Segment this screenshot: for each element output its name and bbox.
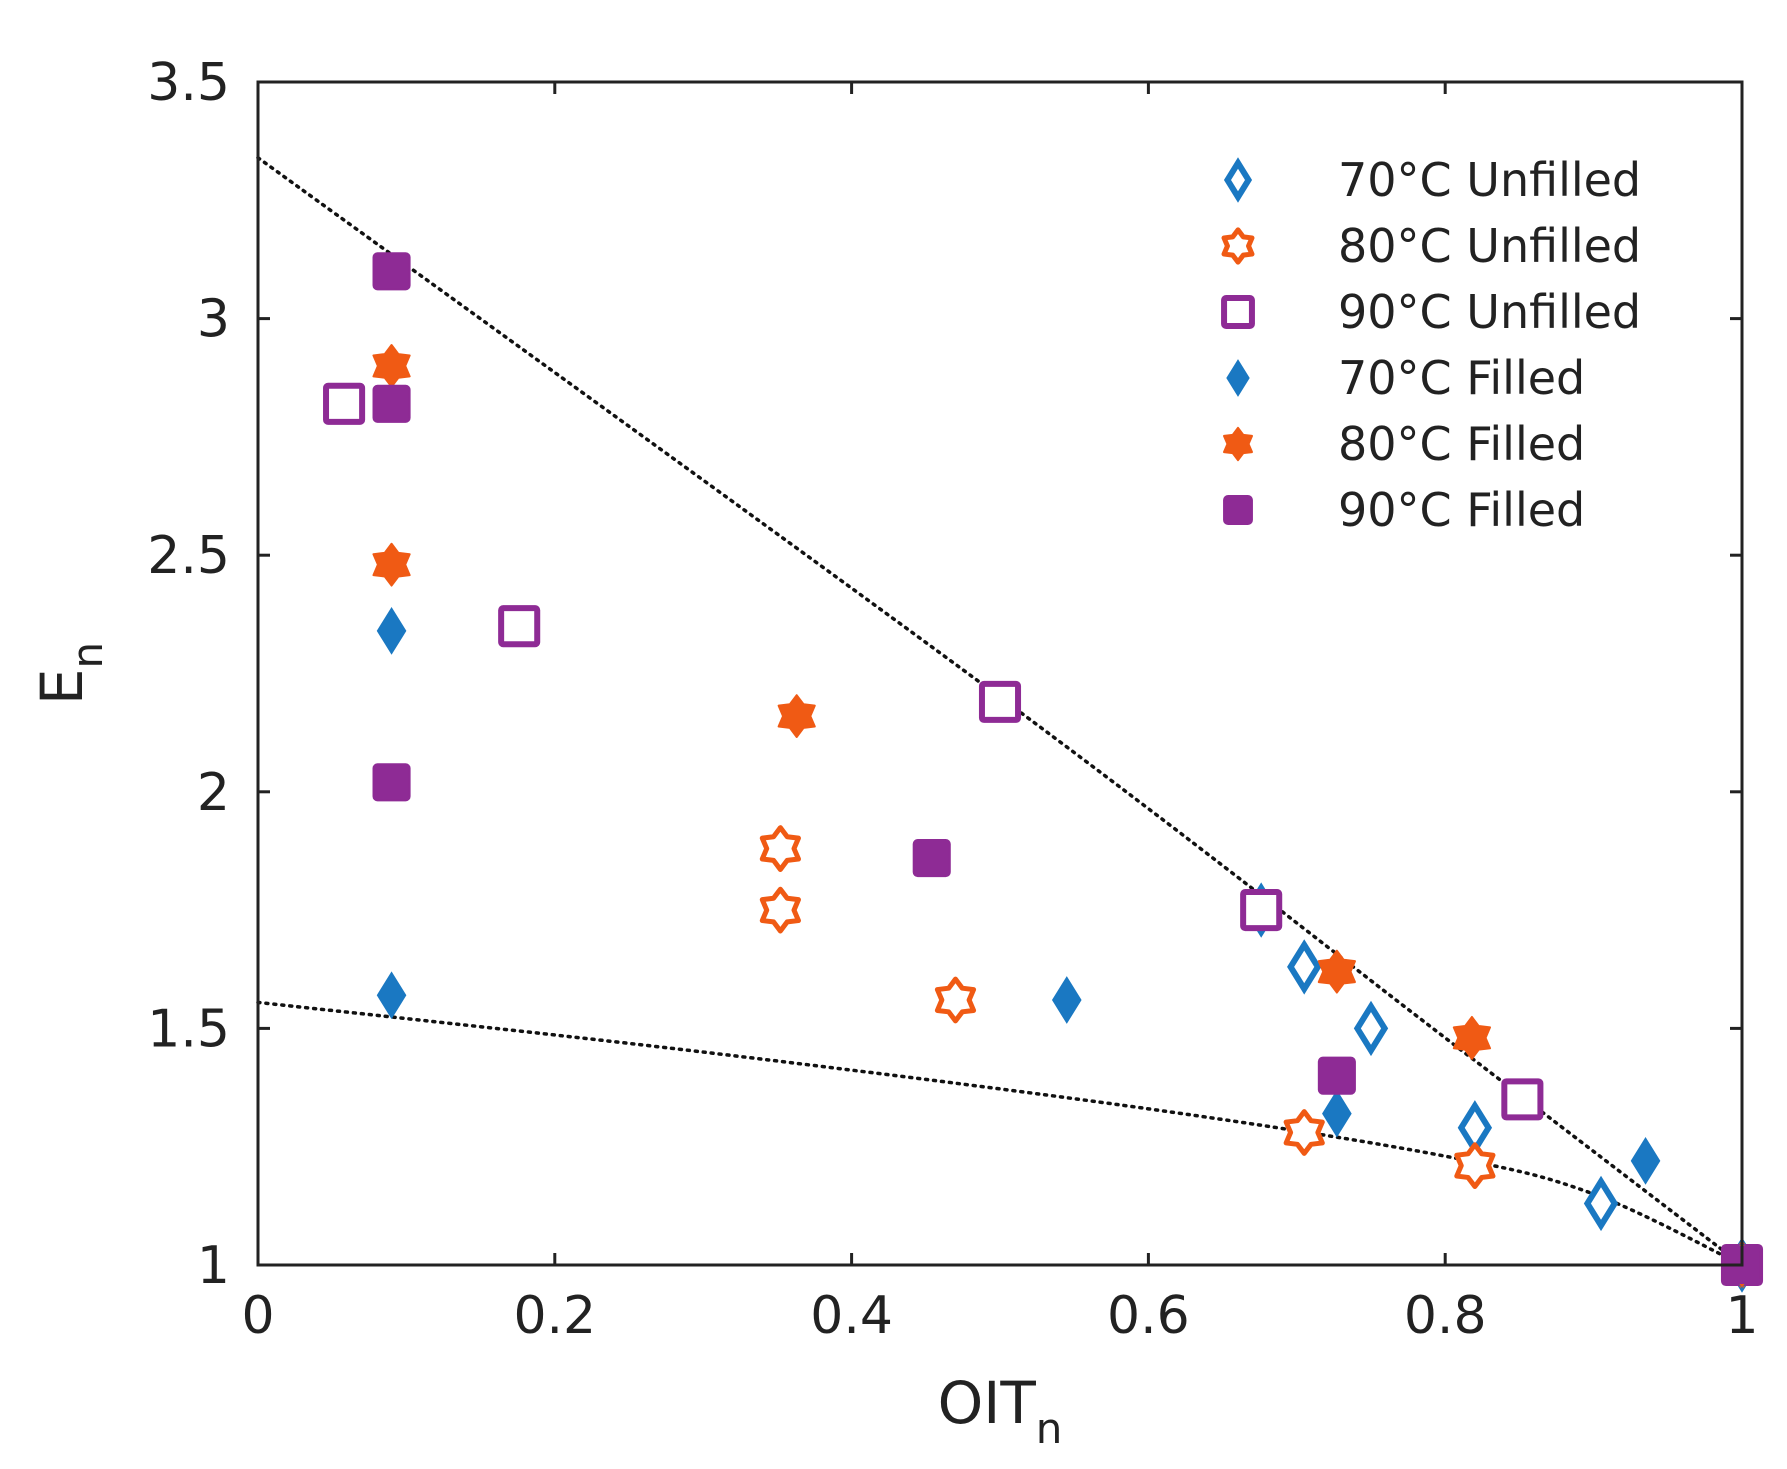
y-tick-label: 1.5 (147, 999, 230, 1059)
x-tick-label: 0.2 (513, 1286, 596, 1346)
trend-line-upper-bound (256, 155, 1744, 1267)
data-point-70c-filled (1051, 976, 1082, 1024)
legend-label-80c-unfilled: 80°C Unfilled (1338, 219, 1641, 273)
y-tick-label: 3 (197, 290, 230, 350)
data-point-80c-filled (777, 694, 816, 738)
legend-label-80c-filled: 80°C Filled (1338, 417, 1585, 471)
data-point-90c-filled (372, 763, 411, 802)
x-tick-label: 0.4 (810, 1286, 893, 1346)
y-axis-title: En (28, 642, 112, 705)
data-point-70c-filled (1322, 1089, 1352, 1138)
data-point-90c-filled (372, 252, 411, 291)
data-point-80c-filled (372, 344, 411, 388)
data-point-80c-filled (372, 542, 411, 587)
legend-marker-90c-unfilled (1221, 295, 1255, 329)
y-tick-label: 3.5 (147, 53, 230, 113)
legend-marker-70c-filled (1226, 359, 1250, 397)
x-tick-label: 0.8 (1404, 1286, 1487, 1346)
y-tick-label: 2.5 (147, 526, 230, 586)
data-point-90c-unfilled (978, 680, 1022, 723)
data-point-70c-filled (376, 971, 407, 1020)
trend-lines (256, 155, 1744, 1267)
legend-marker-80c-filled (1223, 426, 1253, 462)
x-axis-title: OITn (938, 1369, 1063, 1453)
data-point-70c-unfilled (1287, 939, 1322, 995)
legend-label-90c-filled: 90°C Filled (1338, 483, 1585, 537)
legend-marker-70c-unfilled (1223, 157, 1253, 203)
data-point-90c-unfilled (1240, 889, 1283, 932)
legend-label-90c-unfilled: 90°C Unfilled (1338, 285, 1641, 339)
y-tick-label: 2 (197, 763, 230, 823)
data-point-90c-filled (912, 839, 951, 878)
legend: 70°C Unfilled 80°C Unfilled 90°C Unfilled 7… (1221, 153, 1641, 537)
data-point-80c-unfilled (1454, 1142, 1496, 1190)
data-point-80c-unfilled (759, 825, 801, 872)
legend-marker-90c-filled (1223, 495, 1253, 525)
y-tick-label: 1 (197, 1236, 230, 1296)
data-point-80c-unfilled (759, 886, 801, 934)
x-tick-label: 0.6 (1107, 1286, 1190, 1346)
data-point-80c-filled (1452, 1015, 1492, 1060)
data-point-90c-unfilled (323, 382, 366, 425)
data-point-70c-filled (376, 607, 407, 655)
data-point-80c-unfilled (934, 976, 977, 1024)
legend-label-70c-unfilled: 70°C Unfilled (1338, 153, 1641, 207)
data-point-90c-filled (372, 384, 411, 423)
trend-line-lower-bound (256, 1000, 1744, 1267)
data-point-70c-unfilled (1353, 1000, 1389, 1057)
legend-label-70c-filled: 70°C Filled (1338, 351, 1585, 405)
plot-area-frame (256, 80, 1744, 1267)
axis-ticks: 0 0.2 0.4 0.6 0.8 1 1 1.5 2 2.5 3 3.5 (147, 53, 1758, 1346)
data-point-70c-filled (1630, 1136, 1661, 1185)
data-point-80c-unfilled (1283, 1109, 1325, 1156)
data-point-90c-unfilled (498, 605, 541, 648)
data-point-90c-unfilled (1501, 1078, 1544, 1121)
data-markers (323, 252, 1764, 1293)
x-tick-label: 0 (241, 1286, 274, 1346)
data-point-90c-filled (1317, 1056, 1356, 1095)
data-point-70c-unfilled (1583, 1175, 1619, 1232)
legend-marker-80c-unfilled (1221, 227, 1255, 265)
x-tick-label: 1 (1725, 1286, 1758, 1346)
data-point-80c-filled (1317, 949, 1356, 994)
